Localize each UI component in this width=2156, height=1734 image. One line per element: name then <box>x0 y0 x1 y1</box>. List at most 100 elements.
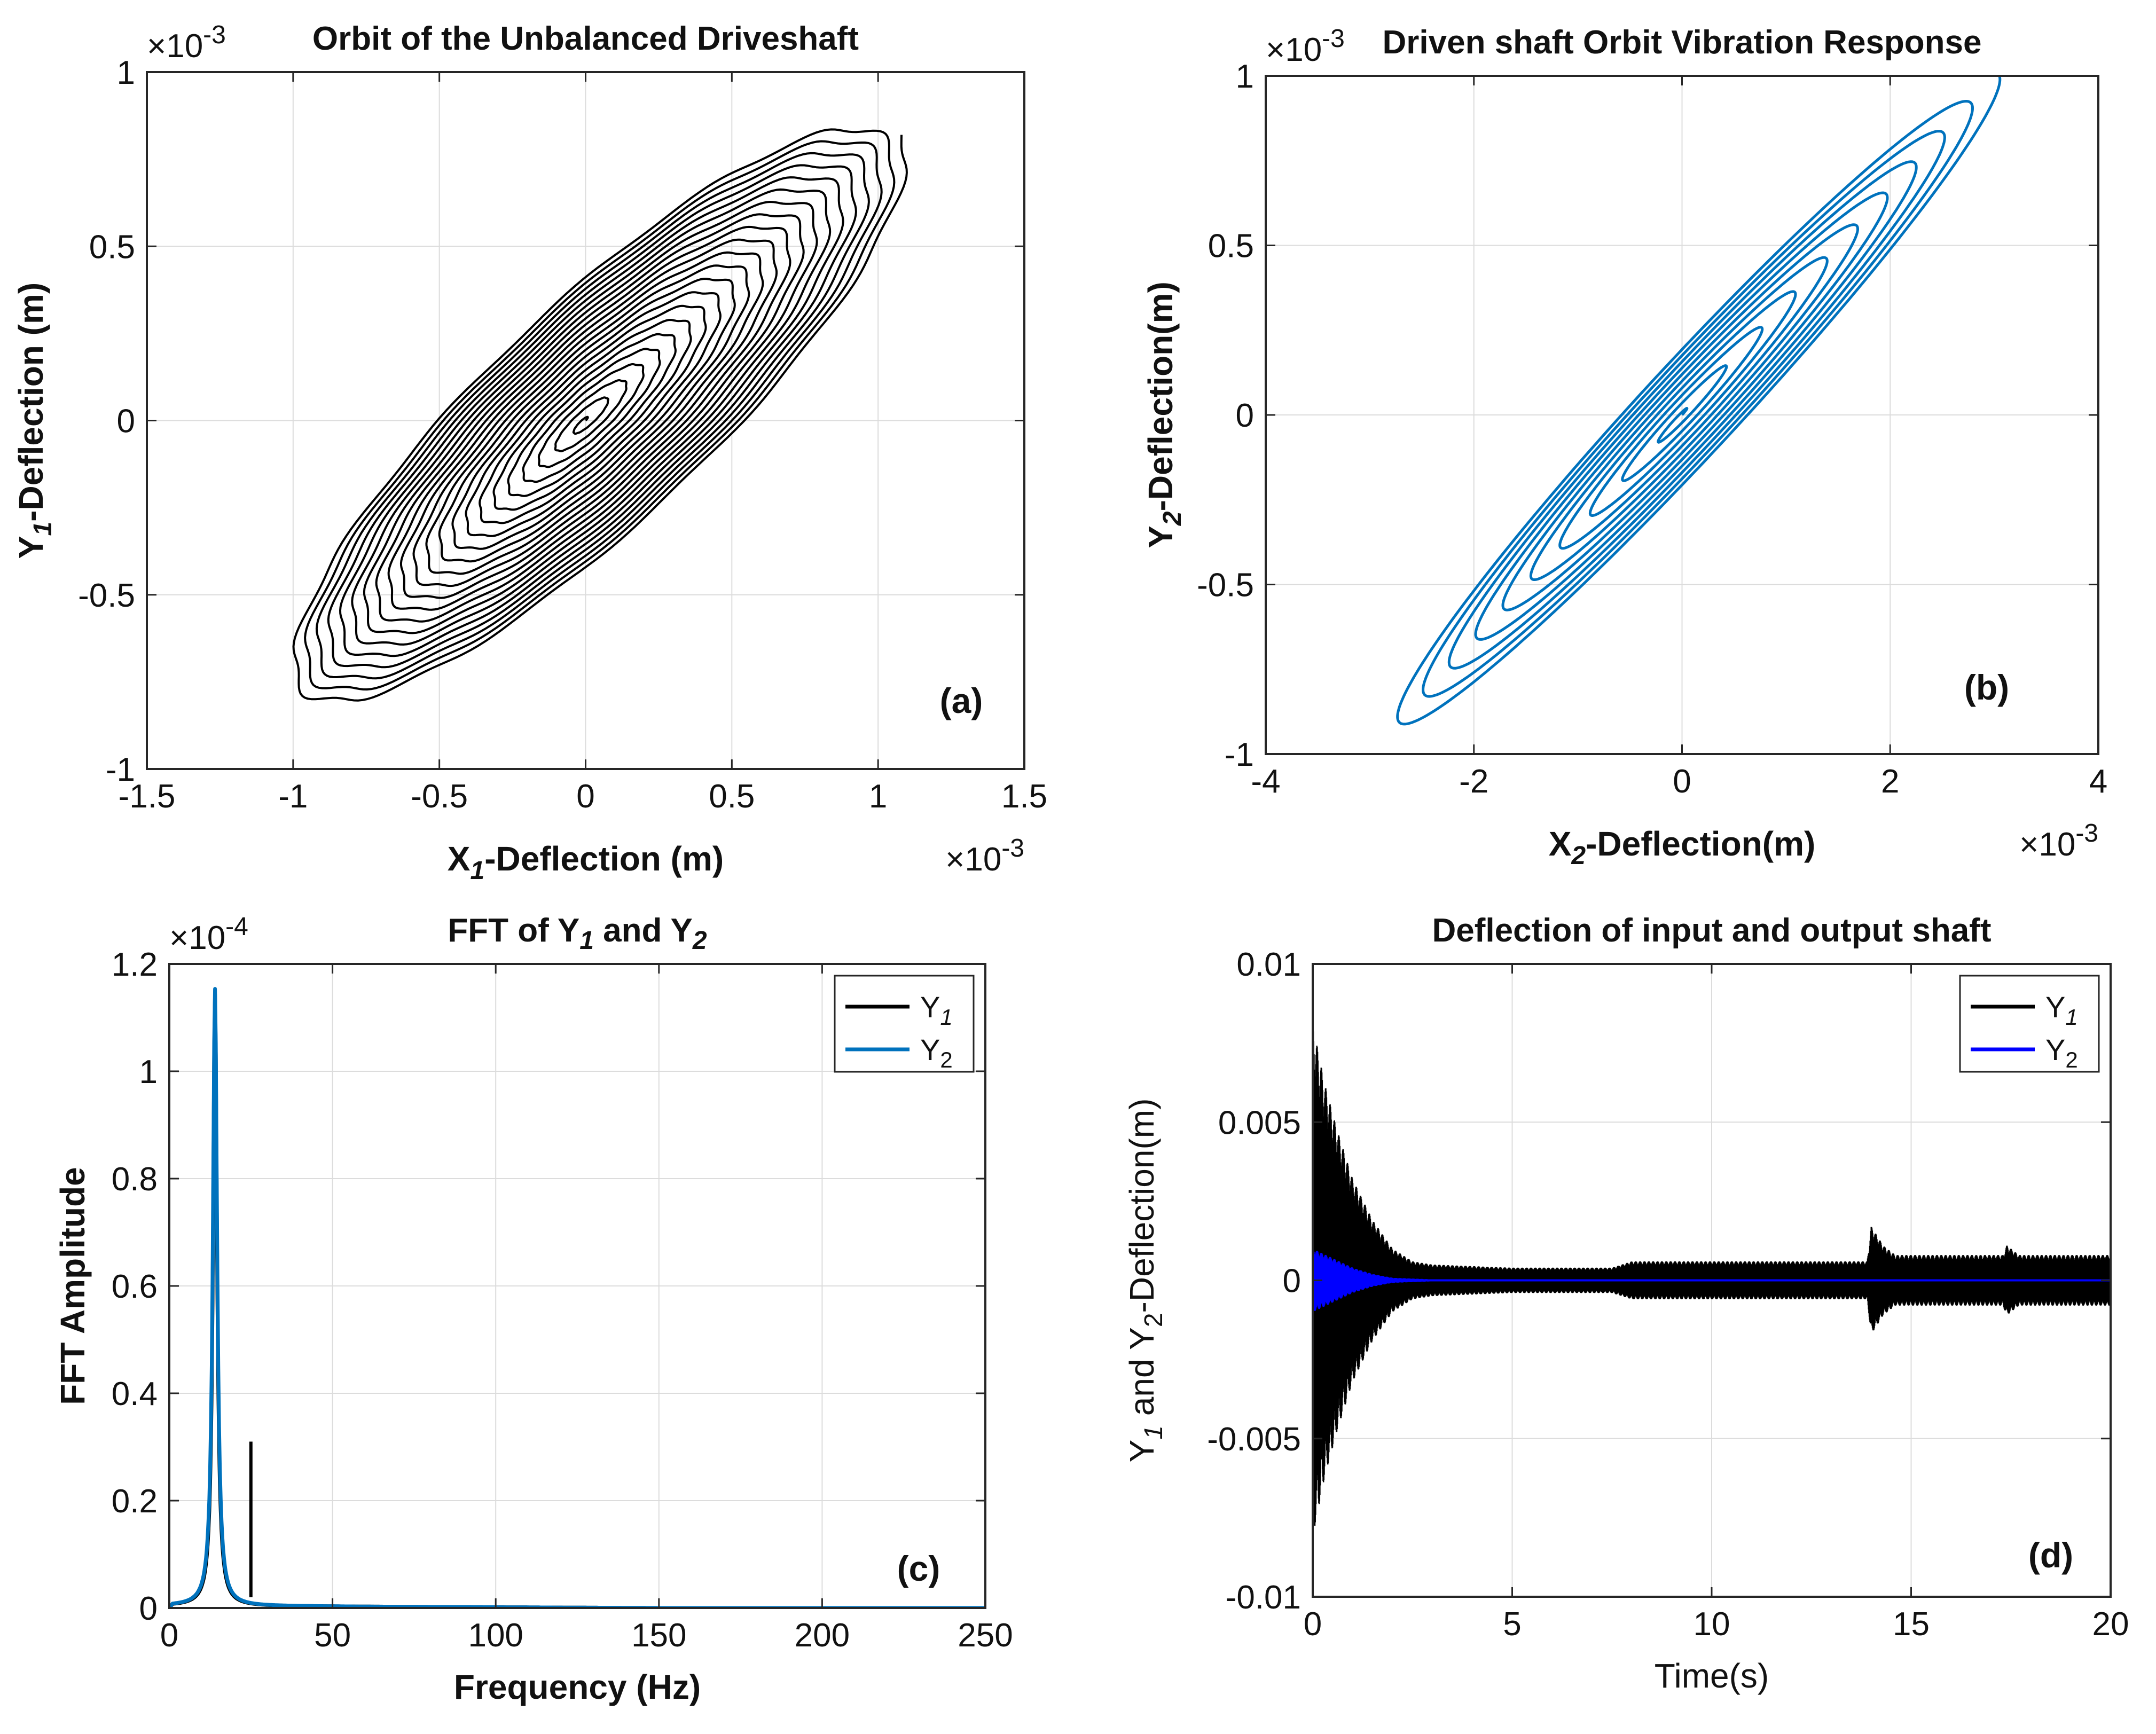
y-tick-label: -1 <box>1225 736 1254 773</box>
y-label-part: and Y <box>1123 1327 1161 1425</box>
x-multiplier-base: ×10 <box>945 841 1001 878</box>
legend-label-main: Y <box>2045 1033 2065 1066</box>
y-tick-label: 0.4 <box>112 1376 158 1413</box>
x-axis-label-c: Frequency (Hz) <box>454 1668 701 1706</box>
panel-label-b: (b) <box>1964 668 2009 707</box>
panel-label-a: (a) <box>940 681 983 720</box>
y-label-main: Y <box>1141 525 1180 548</box>
legend-label-Y2: Y2 <box>920 1033 953 1072</box>
plot-area-a <box>292 128 908 702</box>
plot-area-d <box>1313 1025 2111 1526</box>
legend-label-sub: 2 <box>2065 1047 2077 1072</box>
chart-a: -1.5 -1 -0.5 0 0.5 1 1.5-1-0.500.51×10-3×10-3O… <box>12 20 1047 885</box>
x-multiplier-b: ×10-3 <box>2019 819 2098 863</box>
y-tick-label: 0.005 <box>1218 1104 1301 1141</box>
orbit-line-b <box>1396 76 2002 726</box>
x-label-sub: 1 <box>470 857 484 885</box>
x-axis-label-d: Time(s) <box>1655 1657 1769 1695</box>
y-tick-label: 1 <box>139 1054 158 1090</box>
x-tick-label: 15 <box>1893 1606 1930 1643</box>
y-tick-label: 0.5 <box>1208 228 1254 265</box>
y-label-main: Y <box>12 536 50 559</box>
y-label-part: 2 <box>1140 1313 1168 1327</box>
x-axis-label-a: X1-Deflection (m) <box>448 839 724 885</box>
y-tick-label: 0.01 <box>1236 946 1301 983</box>
x-tick-label: -1 <box>278 778 308 815</box>
legend-box <box>1959 975 2100 1073</box>
y-label-rest: -Deflection(m) <box>1141 281 1180 511</box>
legend-label-main: Y <box>920 990 940 1024</box>
x-tick-label: -4 <box>1251 763 1280 800</box>
x-label-main: X <box>1549 825 1572 863</box>
y-multiplier-b: ×10-3 <box>1266 25 1345 68</box>
y-multiplier-exponent: -3 <box>1322 25 1345 53</box>
y-multiplier-c: ×10-4 <box>169 913 248 956</box>
y-tick-label: 1 <box>1236 58 1254 95</box>
y-label-part: -Deflection(m) <box>1123 1099 1161 1313</box>
panel-label-c: (c) <box>897 1549 940 1588</box>
legend-box <box>834 975 975 1073</box>
y-tick-label: -1 <box>106 751 135 788</box>
x-tick-label: 4 <box>2089 763 2107 800</box>
deflection-line-Y1 <box>1313 1025 2111 1526</box>
chart-d: 0 5 10 15 20 -0.01 -0.005 0 0.005 0.01 Deflection … <box>1123 912 2129 1695</box>
y-label-sub: 1 <box>29 522 57 536</box>
chart-title-b: Driven shaft Orbit Vibration Response <box>1383 24 1982 61</box>
title-part: and Y <box>594 912 693 949</box>
x-tick-label: 100 <box>468 1617 523 1654</box>
y-tick-label: 0.6 <box>112 1268 158 1305</box>
y-tick-label: 0.5 <box>89 229 135 265</box>
y-multiplier-base: ×10 <box>169 920 225 956</box>
x-tick-label: 0.5 <box>709 778 755 815</box>
chart-title-d: Deflection of input and output shaft <box>1432 912 1992 949</box>
y-tick-label: -0.5 <box>78 577 135 614</box>
title-part: 1 <box>579 927 594 955</box>
y-multiplier-exponent: -3 <box>203 21 226 49</box>
x-multiplier-a: ×10-3 <box>945 834 1024 878</box>
y-tick-label: 0 <box>139 1590 158 1627</box>
x-tick-label: -1.5 <box>119 778 176 815</box>
chart-title-c: FFT of Y1 and Y2 <box>448 912 707 955</box>
x-tick-label: 0 <box>1673 763 1691 800</box>
title-part: 2 <box>692 927 707 955</box>
y-tick-label: 0 <box>1236 397 1254 434</box>
chart-c: 0 50 100 150 200 250 0 0.2 0.4 0.6 0.8 1 1.2 ×10-4 FFT… <box>53 912 1013 1706</box>
x-tick-label: 250 <box>958 1617 1013 1654</box>
x-tick-label: -0.5 <box>411 778 468 815</box>
plot-area-b <box>1396 76 2002 726</box>
y-multiplier-base: ×10 <box>1266 32 1322 68</box>
x-label-rest: -Deflection(m) <box>1586 825 1815 863</box>
chart-title-a: Orbit of the Unbalanced Driveshaft <box>312 20 859 57</box>
legend-label-Y1: Y1 <box>920 990 953 1030</box>
y-multiplier-exponent: -4 <box>225 913 248 941</box>
x-tick-label: 5 <box>1503 1606 1521 1643</box>
legend-label-sub: 1 <box>2065 1005 2077 1030</box>
x-tick-label: 200 <box>795 1617 850 1654</box>
x-tick-label: 20 <box>2092 1606 2129 1643</box>
x-tick-label: 0 <box>576 778 594 815</box>
x-tick-label: -2 <box>1459 763 1488 800</box>
y-tick-label: -0.005 <box>1207 1421 1301 1458</box>
title-part: FFT of Y <box>448 912 579 949</box>
y-axis-label-a: Y1-Deflection (m) <box>12 283 57 559</box>
x-multiplier-exponent: -3 <box>1001 834 1024 862</box>
x-label-sub: 2 <box>1571 842 1586 870</box>
y-axis-label-d: Y1 and Y2-Deflection(m) <box>1123 1099 1168 1463</box>
x-tick-label: 1 <box>869 778 887 815</box>
x-tick-label: 150 <box>631 1617 686 1654</box>
legend-label-main: Y <box>2045 990 2065 1024</box>
x-tick-label: 10 <box>1694 1606 1730 1643</box>
x-multiplier-exponent: -3 <box>2075 819 2098 848</box>
y-tick-label: -0.01 <box>1226 1579 1301 1616</box>
y-label-part: Y <box>1123 1440 1161 1463</box>
y-multiplier-base: ×10 <box>147 28 203 65</box>
x-tick-label: 2 <box>1881 763 1899 800</box>
legend-label-Y2: Y2 <box>2045 1033 2078 1072</box>
panel-label-d: (d) <box>2028 1535 2073 1575</box>
y-axis-label-c: FFT Amplitude <box>53 1167 92 1405</box>
x-axis-label-b: X2-Deflection(m) <box>1549 825 1816 870</box>
y-axis-label-b: Y2-Deflection(m) <box>1141 281 1187 548</box>
